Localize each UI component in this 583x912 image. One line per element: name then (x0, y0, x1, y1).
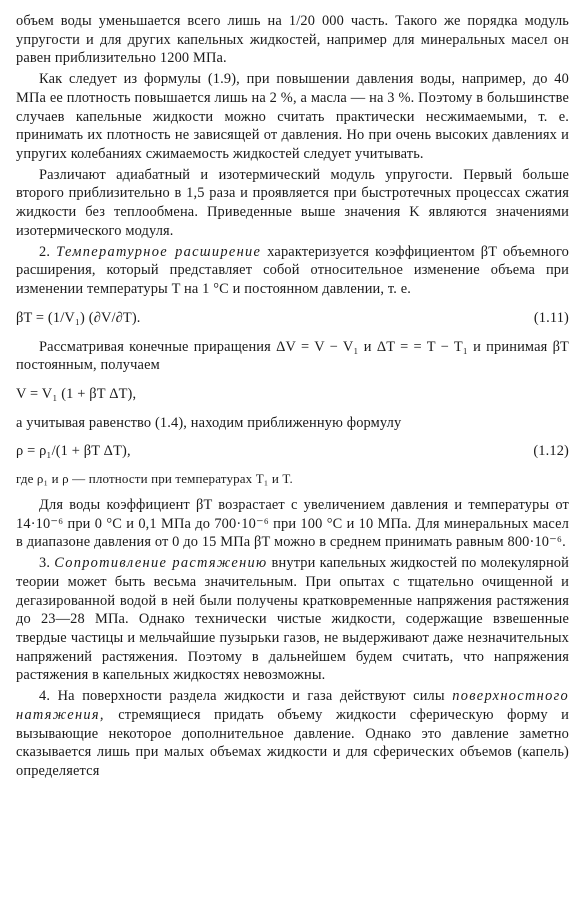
equation-1-12-number: (1.12) (525, 442, 569, 461)
equation-1-12-row: ρ = ρ₁/(1 + βT ΔT), (1.12) (16, 442, 569, 461)
paragraph-10-lead: 4. На поверхности раздела жидкости и газ… (39, 688, 452, 704)
paragraph-2: Как следует из формулы (1.9), при повыше… (16, 70, 569, 164)
item-number-3: 3. (39, 555, 54, 571)
paragraph-8: Для воды коэффициент βT возрастает с уве… (16, 496, 569, 552)
equation-1-11: βT = (1/V₁) (∂V/∂T). (16, 309, 141, 328)
equation-1-12: ρ = ρ₁/(1 + βT ΔT), (16, 442, 131, 461)
paragraph-10: 4. На поверхности раздела жидкости и газ… (16, 687, 569, 781)
paragraph-4: 2. Температурное расширение характеризуе… (16, 243, 569, 299)
paragraph-3: Различают адиабатный и изотермический мо… (16, 166, 569, 241)
equation-v: V = V₁ (1 + βT ΔT), (16, 385, 569, 404)
term-temperature-expansion: Температурное расширение (56, 244, 261, 260)
paragraph-9: 3. Сопротивление растяжению внутри капел… (16, 554, 569, 685)
paragraph-7-note: где ρ₁ и ρ — плотности при температурах … (16, 471, 569, 488)
paragraph-6: а учитывая равенство (1.4), находим приб… (16, 414, 569, 433)
paragraph-5: Рассматривая конечные приращения ΔV = V … (16, 338, 569, 375)
equation-1-11-row: βT = (1/V₁) (∂V/∂T). (1.11) (16, 309, 569, 328)
paragraph-1: объем воды уменьшается всего лишь на 1/2… (16, 12, 569, 68)
equation-1-11-number: (1.11) (526, 309, 569, 328)
paragraph-9-body: внутри капельных жидкостей по молекулярн… (16, 555, 569, 683)
term-tension-resistance: Сопротивление растяжению (54, 555, 267, 571)
item-number-2: 2. (39, 244, 56, 260)
